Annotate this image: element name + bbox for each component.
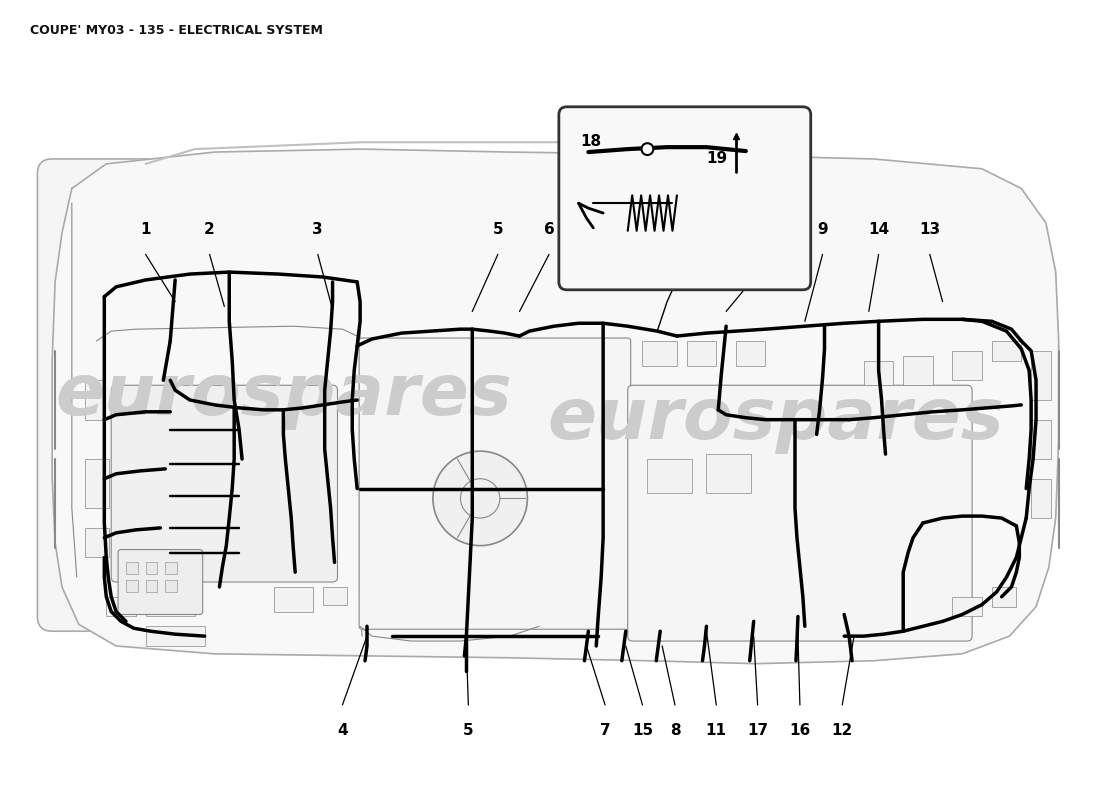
Bar — [642, 341, 676, 366]
Bar — [1031, 351, 1050, 400]
Text: 16: 16 — [790, 722, 811, 738]
Text: 15: 15 — [631, 722, 653, 738]
Text: 17: 17 — [747, 722, 768, 738]
Text: 7: 7 — [600, 722, 610, 738]
Bar — [126, 562, 138, 574]
Bar — [85, 528, 109, 558]
Circle shape — [433, 451, 527, 546]
Bar — [686, 341, 716, 366]
Bar — [1031, 420, 1050, 459]
Bar — [864, 361, 893, 386]
Bar — [274, 587, 312, 611]
Circle shape — [641, 143, 653, 155]
FancyBboxPatch shape — [359, 338, 630, 630]
Text: eurospares: eurospares — [547, 385, 1003, 454]
Bar — [107, 597, 135, 617]
Bar — [85, 459, 109, 508]
Bar — [85, 380, 104, 420]
Text: 1: 1 — [141, 222, 151, 237]
Bar — [145, 580, 157, 592]
Bar — [992, 587, 1016, 606]
Bar — [1031, 478, 1050, 518]
Polygon shape — [52, 149, 1058, 664]
Text: 3: 3 — [312, 222, 323, 237]
Bar — [145, 562, 157, 574]
Text: eurospares: eurospares — [55, 361, 512, 430]
Bar — [145, 587, 195, 617]
Text: 9: 9 — [817, 222, 828, 237]
Bar — [706, 454, 750, 494]
Bar — [165, 580, 177, 592]
Bar — [648, 459, 692, 494]
Text: 19: 19 — [706, 151, 727, 166]
Text: 4: 4 — [337, 722, 348, 738]
Text: 18: 18 — [581, 134, 602, 150]
Bar — [736, 341, 766, 366]
Text: 11: 11 — [706, 722, 727, 738]
Text: 2: 2 — [205, 222, 214, 237]
Bar — [903, 356, 933, 386]
Bar — [953, 597, 982, 617]
Text: 13: 13 — [920, 222, 940, 237]
Bar — [145, 626, 205, 646]
Text: 12: 12 — [832, 722, 852, 738]
FancyBboxPatch shape — [111, 386, 338, 582]
Text: 14: 14 — [868, 222, 889, 237]
FancyBboxPatch shape — [559, 107, 811, 290]
Text: 8: 8 — [670, 722, 680, 738]
Bar — [992, 341, 1021, 361]
Text: 5: 5 — [463, 722, 474, 738]
FancyBboxPatch shape — [628, 386, 972, 641]
FancyBboxPatch shape — [118, 550, 202, 614]
Bar — [165, 562, 177, 574]
Text: 5: 5 — [493, 222, 503, 237]
Text: 6: 6 — [543, 222, 554, 237]
Text: COUPE' MY03 - 135 - ELECTRICAL SYSTEM: COUPE' MY03 - 135 - ELECTRICAL SYSTEM — [30, 24, 322, 37]
Bar — [953, 351, 982, 380]
FancyBboxPatch shape — [37, 159, 185, 631]
Text: 10: 10 — [762, 222, 784, 237]
Bar — [126, 580, 138, 592]
Bar — [322, 587, 348, 605]
